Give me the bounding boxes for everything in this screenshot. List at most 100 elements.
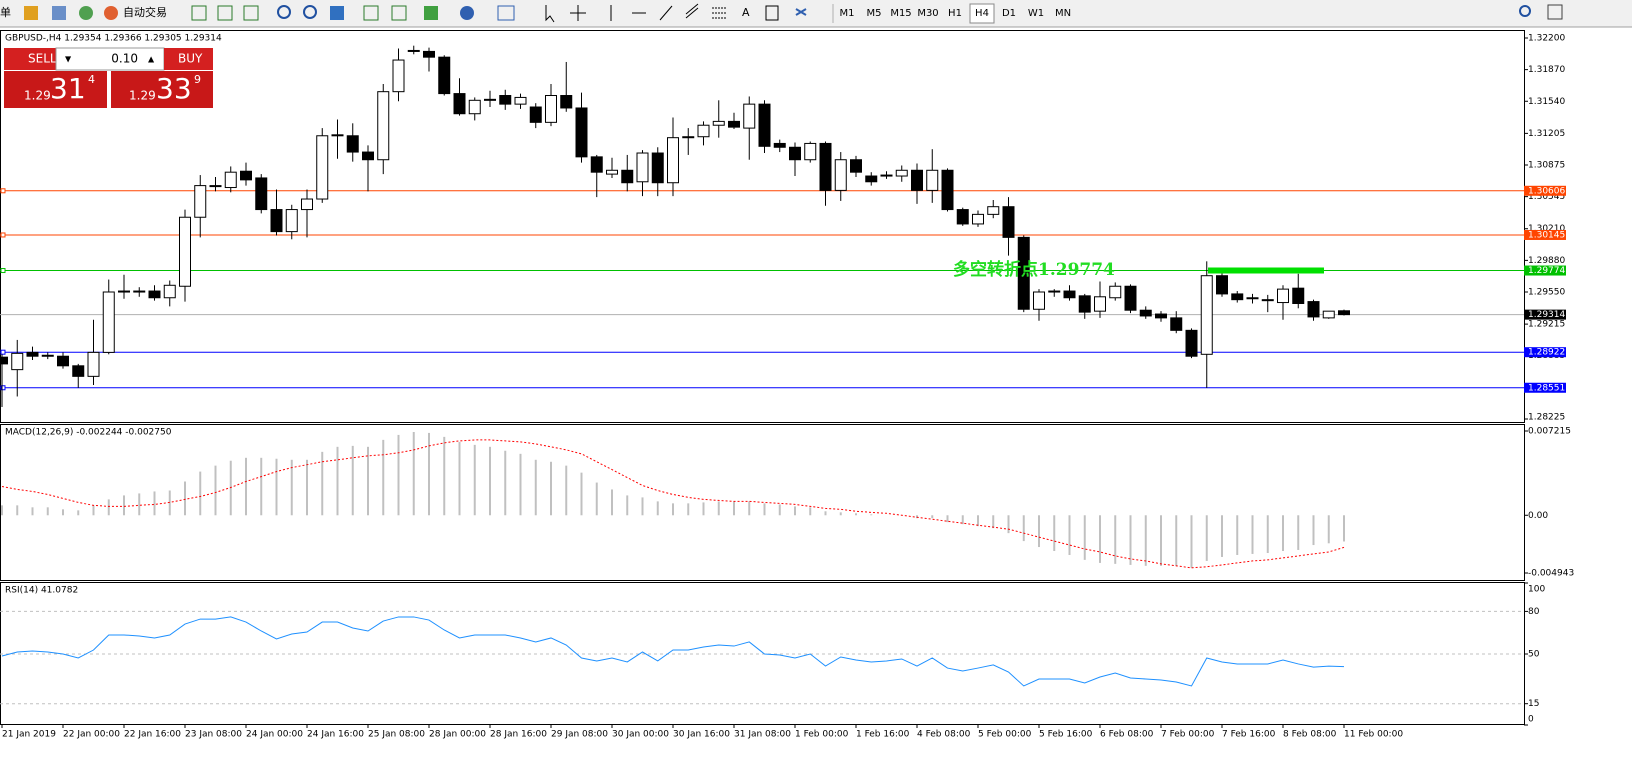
timeframe[interactable]: D1 — [1002, 8, 1016, 19]
ask-box[interactable] — [111, 71, 213, 108]
icon[interactable] — [243, 5, 259, 21]
candle-body — [0, 356, 8, 365]
timeframe[interactable]: M5 — [867, 8, 882, 19]
icon[interactable] — [570, 5, 586, 21]
sell-label[interactable]: SELL — [28, 52, 57, 66]
icon[interactable] — [610, 5, 673, 21]
candle-body — [606, 169, 618, 175]
line-handle — [0, 268, 6, 274]
candle-body — [926, 169, 939, 191]
icon[interactable] — [391, 5, 407, 21]
price-label-bg — [1524, 265, 1566, 276]
icon[interactable]: A — [742, 6, 750, 19]
icon[interactable] — [712, 7, 726, 19]
auto-trading[interactable]: 自动交易 — [123, 5, 167, 19]
timeframe[interactable]: W1 — [1028, 8, 1044, 19]
bid-prefix: 1.29 — [24, 89, 51, 103]
bid-box[interactable] — [4, 71, 107, 108]
x-tick-label: 4 Feb 08:00 — [917, 730, 971, 740]
icon[interactable] — [424, 6, 438, 20]
spin-up[interactable]: ▲ — [148, 55, 155, 64]
candle-body — [667, 137, 679, 184]
panel — [0, 424, 1525, 581]
icon[interactable] — [330, 6, 344, 20]
icon[interactable] — [217, 5, 233, 21]
search-icon[interactable] — [1519, 5, 1531, 17]
y-tick-label: 1.30545 — [1528, 192, 1565, 202]
candle-body — [255, 177, 268, 211]
y-tick-label: 0.00 — [1528, 511, 1548, 521]
y-tick-label: 50 — [1528, 650, 1540, 660]
candle-body — [987, 206, 1000, 215]
candle-body — [1338, 310, 1350, 316]
timeframe[interactable]: MN — [1055, 8, 1071, 19]
candle-body — [133, 290, 146, 293]
spin-down[interactable]: ▼ — [65, 55, 72, 64]
icon[interactable] — [52, 6, 66, 20]
candle-body — [880, 174, 893, 177]
price-label-bg — [1524, 229, 1566, 240]
x-tick-label: 29 Jan 08:00 — [551, 730, 608, 740]
candle-body — [590, 156, 603, 173]
price-label-bg — [1524, 382, 1566, 393]
candle-body — [1155, 313, 1167, 319]
y-tick-label: -0.004943 — [1528, 569, 1574, 579]
x-tick-label: 30 Jan 00:00 — [612, 730, 669, 740]
candle-body — [1002, 206, 1015, 238]
candle-body — [743, 103, 756, 129]
candle-body — [758, 103, 771, 147]
candle-body — [1200, 275, 1213, 355]
icon[interactable] — [24, 6, 38, 20]
y-tick-label: 80 — [1528, 607, 1540, 617]
price-label-bg — [1524, 309, 1566, 320]
icon[interactable] — [545, 5, 555, 23]
line-handle — [0, 349, 6, 355]
candle-body — [362, 151, 374, 161]
candle-body — [1109, 285, 1122, 299]
timeframe[interactable]: H4 — [975, 8, 989, 19]
icon[interactable] — [765, 5, 779, 21]
candle-body — [1124, 285, 1137, 311]
icon[interactable] — [277, 5, 291, 19]
line-handle — [0, 188, 6, 194]
candle-body — [453, 93, 466, 115]
icon[interactable] — [795, 8, 807, 16]
candle-body — [41, 354, 54, 357]
y-tick-label: 100 — [1528, 585, 1545, 595]
menu[interactable]: 单 — [0, 6, 11, 19]
y-tick-label: 1.31540 — [1528, 97, 1565, 107]
icon[interactable] — [363, 5, 379, 21]
candle-body — [651, 152, 664, 184]
timeframe[interactable]: M1 — [840, 8, 855, 19]
x-tick-label: 8 Feb 08:00 — [1283, 730, 1337, 740]
icon[interactable] — [191, 5, 207, 21]
ask-prefix: 1.29 — [129, 89, 156, 103]
candle-body — [834, 159, 847, 191]
candle-body — [895, 169, 908, 177]
timeframe[interactable]: M30 — [917, 8, 938, 19]
icon[interactable] — [460, 6, 474, 20]
icon[interactable] — [79, 6, 93, 20]
candle-body — [819, 142, 832, 191]
buy-button[interactable] — [164, 48, 213, 70]
icon[interactable] — [497, 5, 515, 21]
icon[interactable] — [104, 6, 118, 20]
volume[interactable]: 0.10 — [111, 52, 138, 66]
panel-title: RSI(14) 41.0782 — [5, 586, 78, 596]
x-tick-label: 30 Jan 16:00 — [673, 730, 730, 740]
candle-body — [316, 135, 329, 200]
buy-label[interactable]: BUY — [178, 52, 203, 66]
candle-body — [850, 159, 862, 173]
candle-body — [499, 95, 512, 105]
chat-icon[interactable] — [1547, 4, 1563, 20]
timeframe[interactable]: H1 — [948, 8, 962, 19]
candle-body — [270, 209, 283, 233]
x-tick-label: 1 Feb 16:00 — [856, 730, 910, 740]
timeframe[interactable]: M15 — [890, 8, 911, 19]
x-tick-label: 28 Jan 00:00 — [429, 730, 486, 740]
icon[interactable] — [685, 3, 699, 19]
icon[interactable] — [303, 5, 317, 19]
candle-body — [26, 351, 39, 357]
candle-body — [331, 134, 344, 137]
